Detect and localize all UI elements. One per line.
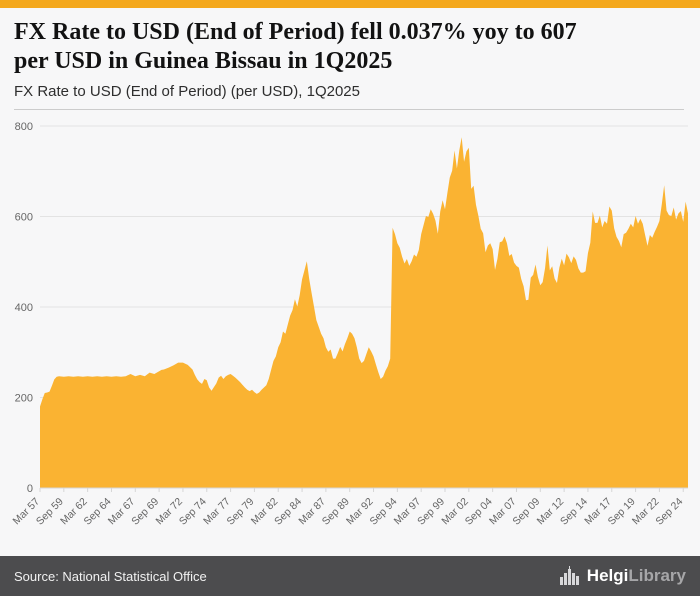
x-tick-label: Sep 24 — [653, 495, 685, 527]
y-tick-label: 600 — [15, 211, 33, 223]
page-title-line1: FX Rate to USD (End of Period) fell 0.03… — [14, 19, 577, 45]
header-divider — [14, 108, 684, 110]
y-tick-label: 400 — [15, 302, 33, 314]
y-tick-label: 800 — [15, 121, 33, 133]
helgi-library-logo[interactable]: HelgiLibrary — [559, 566, 686, 586]
source-text: Source: National Statistical Office — [14, 568, 207, 584]
top-accent-bar — [0, 0, 700, 8]
page-title: FX Rate to USD (End of Period) fell 0.03… — [14, 18, 684, 76]
page-title-line2: per USD in Guinea Bissau in 1Q2025 — [14, 47, 393, 74]
y-tick-label: 0 — [27, 483, 33, 495]
y-tick-label: 200 — [15, 392, 33, 404]
brand-text-helgi: Helgi — [586, 566, 629, 585]
helgi-logo-icon — [559, 566, 579, 585]
footer: Source: National Statistical Office Helg… — [0, 556, 700, 596]
area-series — [40, 136, 688, 488]
brand-text-library: Library — [628, 566, 686, 585]
header: FX Rate to USD (End of Period) fell 0.03… — [0, 8, 700, 110]
chart-area: 0 200 400 600 800 Mar 57 Sep 59 Mar 62 Sep 64 Mar… — [0, 110, 700, 552]
chart-subtitle: FX Rate to USD (End of Period) (per USD)… — [14, 82, 360, 100]
